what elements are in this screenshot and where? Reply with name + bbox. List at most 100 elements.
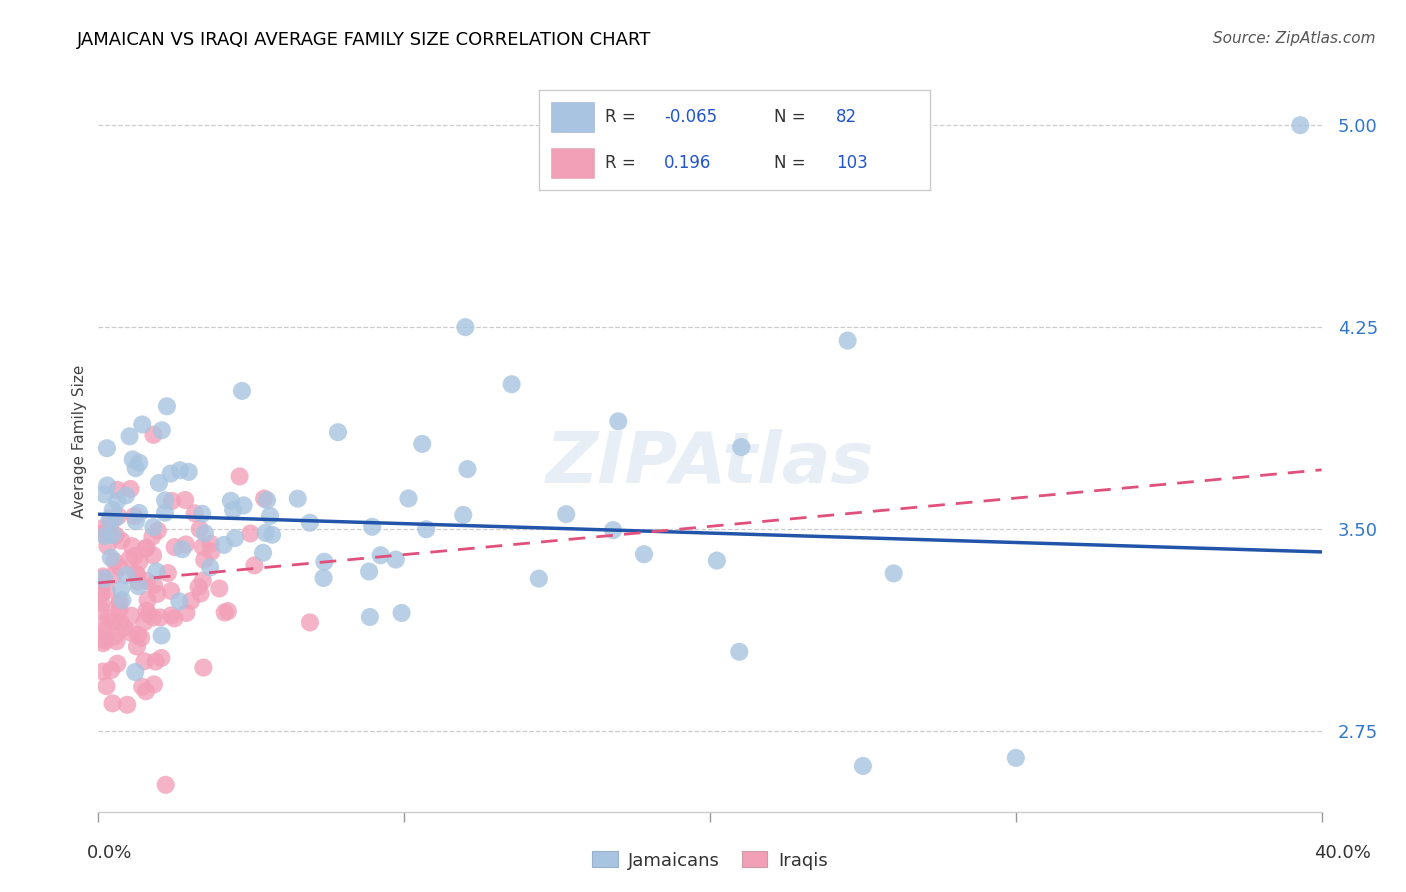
Point (174, 493, 197, 508)
Point (254, 525, 277, 540)
Point (110, 582, 132, 597)
Point (193, 660, 215, 674)
Point (384, 552, 406, 566)
Point (149, 610, 172, 624)
Point (188, 522, 211, 536)
Point (883, 566, 905, 581)
Point (105, 657, 128, 671)
Point (104, 511, 127, 525)
Point (174, 537, 197, 551)
Point (359, 565, 381, 579)
Point (135, 541, 157, 555)
Point (370, 548, 392, 562)
Point (837, 334, 859, 348)
Point (527, 572, 550, 586)
Point (160, 494, 183, 508)
Point (125, 640, 148, 654)
Point (111, 593, 134, 607)
Point (228, 469, 250, 483)
Point (98, 513, 121, 527)
Point (398, 491, 420, 506)
Point (145, 565, 167, 579)
Point (112, 621, 135, 635)
Point (108, 595, 131, 609)
Point (98, 520, 121, 534)
Point (97, 610, 120, 624)
Point (231, 384, 253, 398)
Point (96, 441, 118, 455)
Point (91, 632, 114, 647)
Point (101, 503, 124, 517)
Point (107, 483, 129, 497)
Point (93, 487, 115, 501)
Point (141, 530, 163, 544)
Point (131, 680, 153, 694)
Point (128, 555, 150, 569)
Point (142, 520, 165, 534)
Point (160, 584, 183, 599)
Point (124, 509, 146, 524)
Point (852, 759, 875, 773)
Point (219, 493, 242, 508)
Point (411, 437, 433, 451)
Point (391, 606, 413, 620)
Point (163, 540, 186, 554)
Point (134, 654, 156, 668)
Point (91, 569, 114, 583)
Point (172, 542, 194, 557)
Point (142, 427, 165, 442)
Text: 0.0%: 0.0% (87, 844, 132, 862)
Point (91, 526, 114, 541)
Point (96, 478, 118, 492)
Point (101, 528, 124, 542)
Point (100, 510, 122, 524)
Point (129, 631, 152, 645)
Point (103, 629, 125, 643)
Point (180, 594, 202, 608)
Point (121, 539, 143, 553)
Point (224, 531, 246, 545)
Point (100, 663, 122, 677)
Point (155, 778, 177, 792)
Point (115, 568, 138, 582)
Point (222, 503, 245, 517)
Point (94, 529, 117, 543)
Point (298, 615, 321, 630)
Point (156, 566, 179, 580)
Point (131, 417, 153, 432)
Text: JAMAICAN VS IRAQI AVERAGE FAMILY SIZE CORRELATION CHART: JAMAICAN VS IRAQI AVERAGE FAMILY SIZE CO… (77, 31, 652, 49)
Point (259, 508, 281, 523)
Point (153, 493, 176, 508)
Point (555, 507, 578, 521)
Point (90, 581, 112, 595)
Point (96, 679, 118, 693)
Point (142, 610, 165, 624)
Point (176, 606, 198, 620)
Point (120, 482, 142, 496)
Point (359, 610, 381, 624)
Point (148, 475, 170, 490)
Point (134, 615, 156, 630)
Point (93, 572, 115, 586)
Point (105, 634, 128, 648)
Point (706, 553, 728, 567)
Point (183, 507, 205, 521)
Point (118, 552, 141, 566)
Point (90, 522, 112, 536)
Point (456, 462, 478, 476)
Point (136, 593, 159, 607)
Point (326, 425, 349, 440)
Point (146, 587, 169, 601)
Point (153, 506, 176, 520)
Point (127, 579, 149, 593)
Point (191, 507, 214, 521)
Point (96, 539, 118, 553)
Point (243, 558, 266, 573)
Point (124, 665, 146, 679)
Point (91, 618, 114, 632)
Point (125, 566, 148, 581)
Point (146, 524, 169, 538)
Point (214, 606, 236, 620)
Point (142, 677, 165, 691)
Point (190, 586, 212, 600)
